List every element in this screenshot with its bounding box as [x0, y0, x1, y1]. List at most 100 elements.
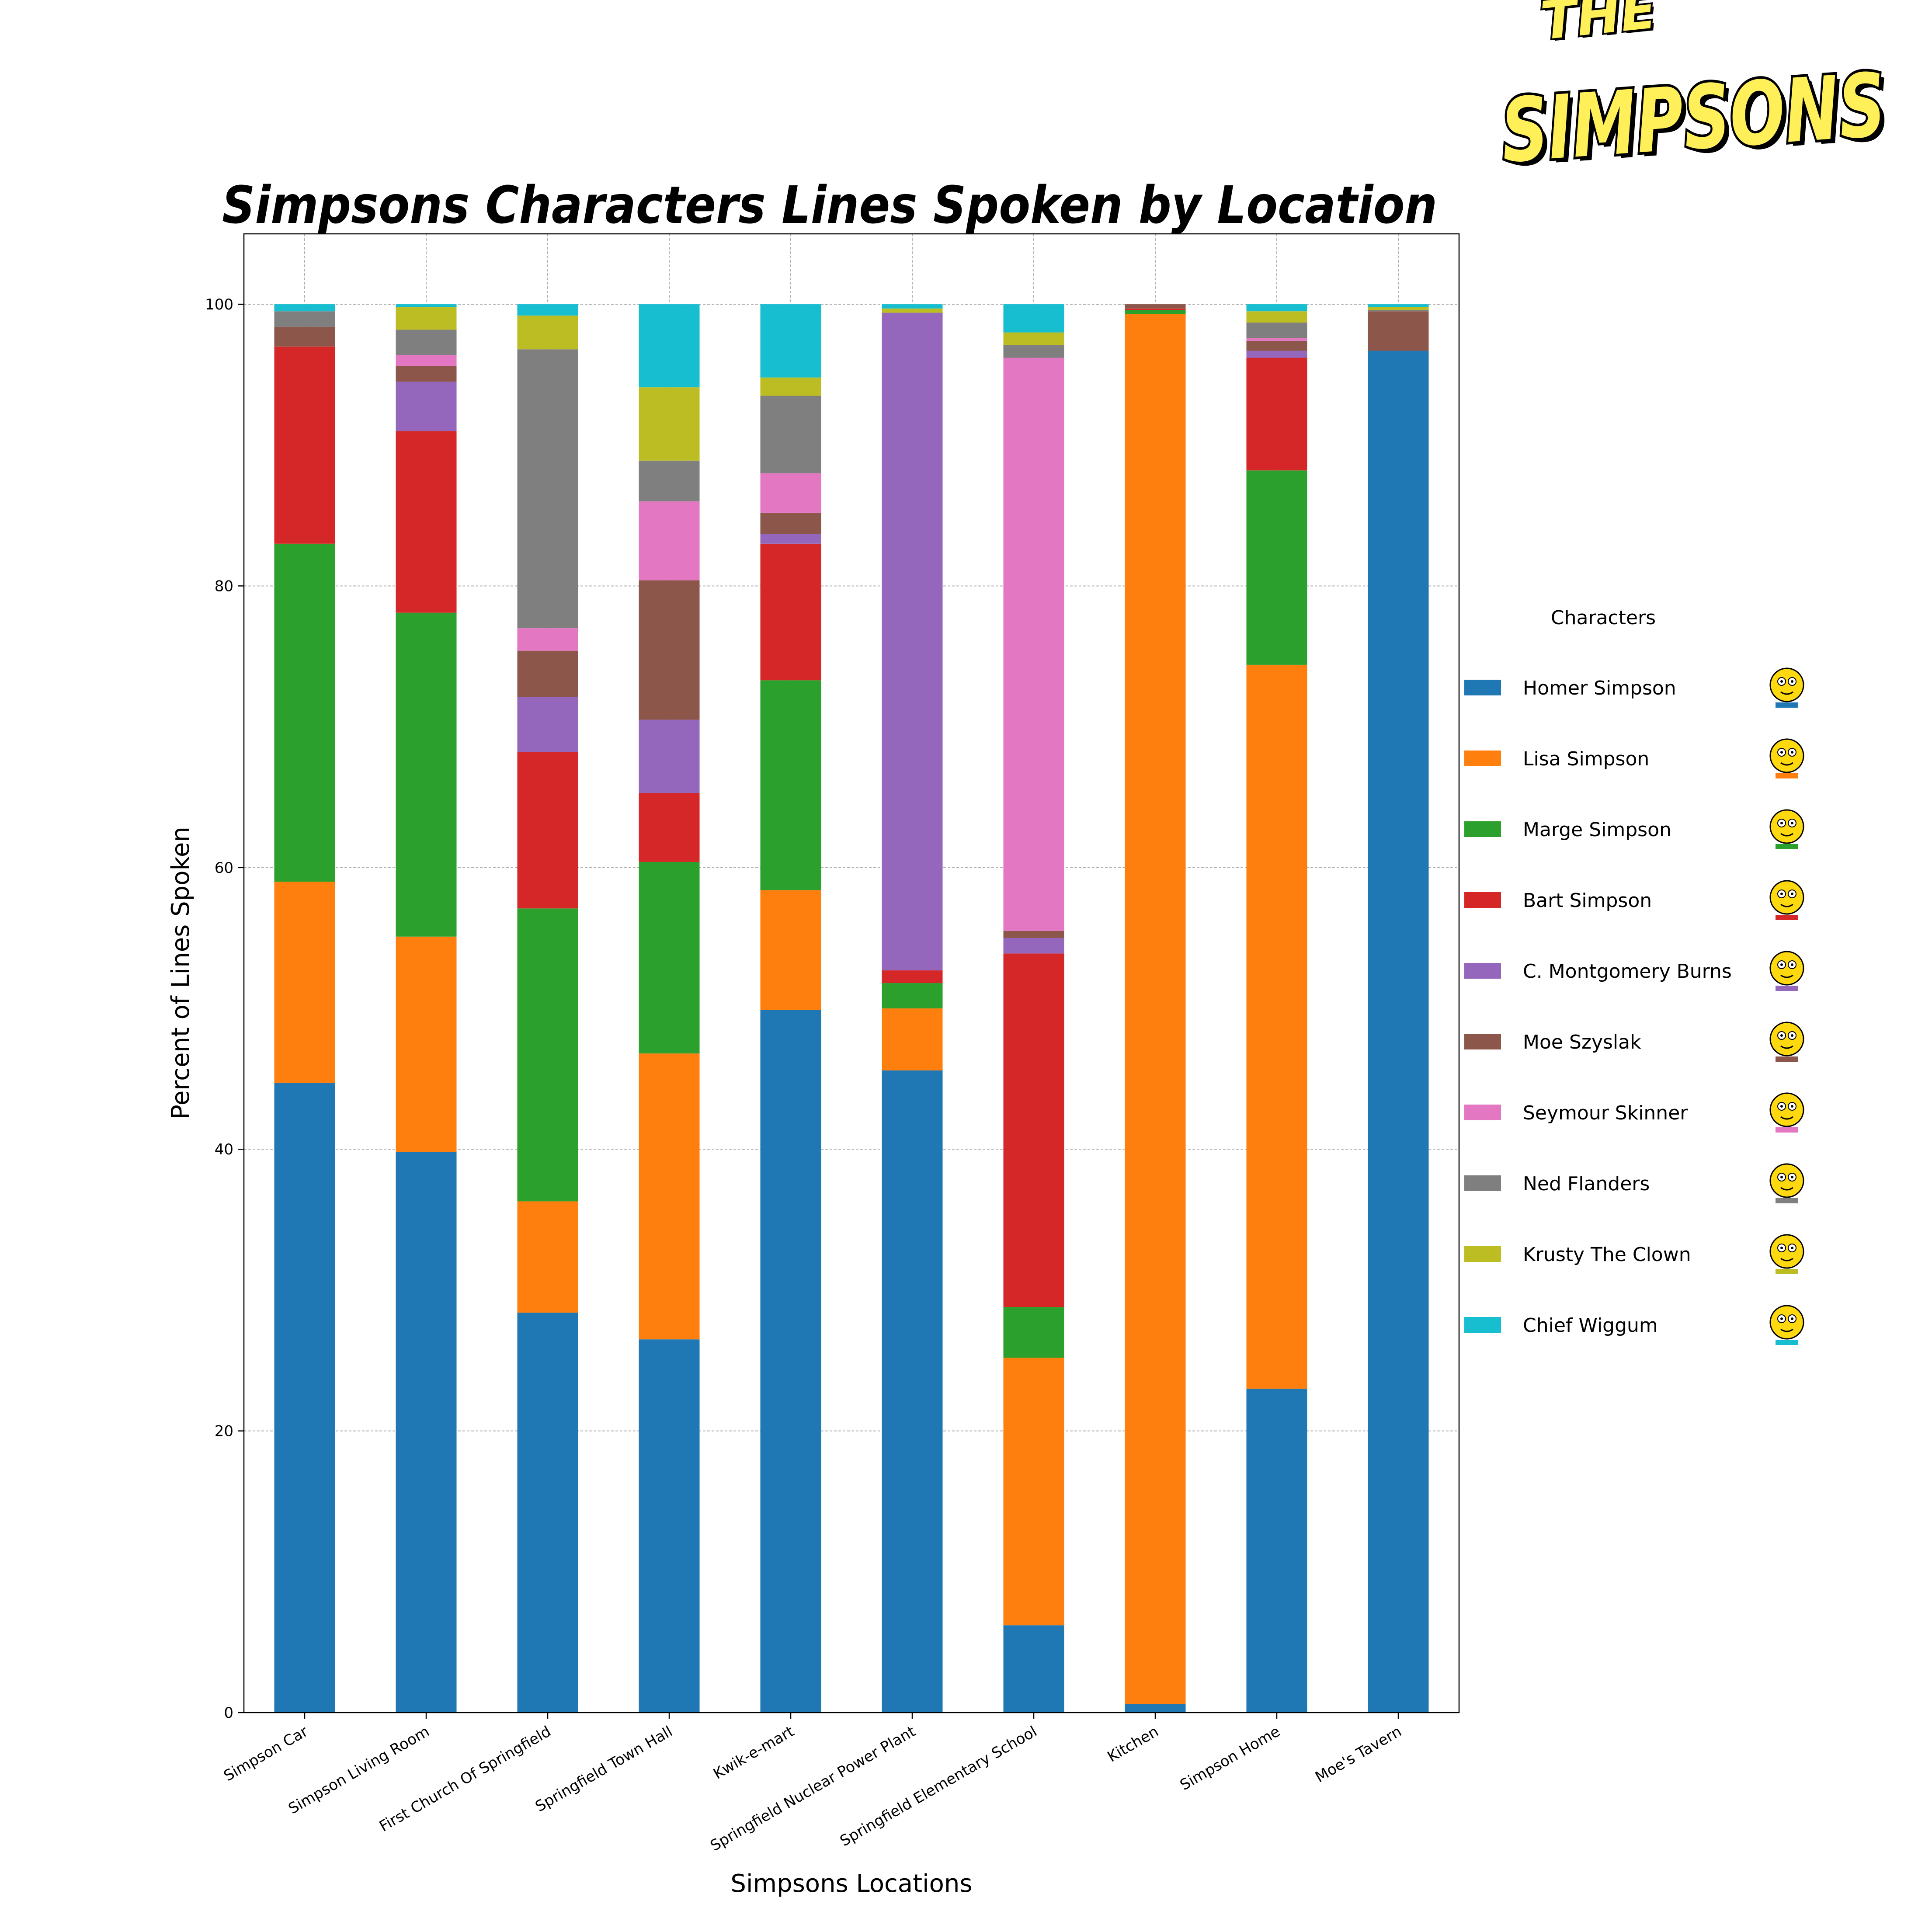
legend-label: Krusty The Clown [1523, 1244, 1691, 1266]
bar-segment [760, 512, 821, 534]
bar-segment [1003, 304, 1064, 333]
bar-segment [1368, 304, 1429, 307]
bar-segment [760, 890, 821, 1010]
bar-segment [1246, 1388, 1307, 1713]
bar-segment [1003, 1307, 1064, 1358]
bar-segment [1003, 332, 1064, 345]
legend-swatch [1464, 892, 1501, 908]
legend-item: C. Montgomery Burns [1464, 951, 1804, 991]
legend-item: Ned Flanders [1464, 1163, 1804, 1203]
bar-segment [274, 327, 335, 347]
y-tick-label: 40 [215, 1141, 233, 1158]
legend-label: Moe Szyslak [1523, 1031, 1641, 1053]
legend-swatch [1464, 680, 1501, 695]
bar-segment [639, 387, 700, 461]
legend-item: Moe Szyslak [1464, 1022, 1804, 1062]
bar-segment [1003, 1625, 1064, 1713]
chart-bars [274, 304, 1429, 1713]
bar-segment [882, 313, 943, 971]
legend-item: Marge Simpson [1464, 809, 1804, 849]
bar-segment [274, 346, 335, 544]
legend-swatch [1464, 1246, 1501, 1262]
chart-title: Simpsons Characters Lines Spoken by Loca… [222, 175, 1437, 235]
legend-label: Marge Simpson [1523, 819, 1671, 841]
legend-item: Chief Wiggum [1464, 1305, 1804, 1345]
y-tick-label: 0 [224, 1704, 233, 1722]
y-axis: 0 20 40 60 80 100 [205, 296, 244, 1722]
bar-segment [517, 628, 578, 651]
mr-burns-icon [1769, 951, 1804, 991]
bar-segment [274, 1083, 335, 1713]
y-tick-label: 80 [215, 577, 233, 595]
bar-segment [760, 473, 821, 513]
x-axis-label: Simpsons Locations [730, 1869, 972, 1898]
legend-label: Ned Flanders [1523, 1173, 1650, 1195]
bar-segment [639, 460, 700, 502]
plot-border [243, 233, 1460, 1713]
moe-szyslak-icon [1769, 1022, 1804, 1062]
legend-item: Lisa Simpson [1464, 738, 1804, 778]
bar-segment [1125, 314, 1186, 1704]
bar-segment [882, 1008, 943, 1070]
legend-swatch [1464, 821, 1501, 837]
bar-segment [639, 580, 700, 720]
bar-segment [760, 396, 821, 473]
legend-label: Chief Wiggum [1523, 1314, 1658, 1337]
bar-segment [274, 311, 335, 327]
bar-segment [517, 752, 578, 909]
bar-segment [517, 304, 578, 316]
bar-segment [882, 308, 943, 313]
y-tick-label: 20 [215, 1423, 233, 1440]
bar-segment [517, 315, 578, 350]
legend-item: Homer Simpson [1464, 667, 1804, 708]
bar-segment [396, 307, 457, 330]
legend-label: Seymour Skinner [1523, 1102, 1688, 1124]
bar-segment [517, 1312, 578, 1713]
bar-segment [760, 543, 821, 681]
bar-segment [882, 983, 943, 1009]
legend-swatch [1464, 1105, 1501, 1120]
bar-segment [1003, 358, 1064, 931]
bar-segment [1246, 351, 1307, 358]
legend: Characters Homer Simpson Lisa Simpson Marg… [1464, 607, 1804, 1345]
homer-simpson-icon [1769, 667, 1804, 708]
bar-segment [1003, 345, 1064, 358]
bar-segment [1125, 309, 1186, 314]
bar-segment [274, 543, 335, 882]
bar-segment [396, 304, 457, 307]
bar-segment [639, 793, 700, 862]
legend-label: Bart Simpson [1523, 890, 1652, 912]
legend-title: Characters [1551, 607, 1656, 629]
bar-segment [639, 1339, 700, 1713]
bar-segment [760, 304, 821, 378]
legend-label: Lisa Simpson [1523, 748, 1649, 770]
bar-segment [396, 330, 457, 355]
bar-segment [517, 650, 578, 698]
legend-item: Seymour Skinner [1464, 1092, 1804, 1133]
chief-wiggum-icon [1769, 1305, 1804, 1345]
bar-segment [517, 1201, 578, 1313]
bar-segment [1246, 341, 1307, 351]
bar-segment [1003, 953, 1064, 1307]
bar-segment [1368, 351, 1429, 1713]
bar-segment [1246, 664, 1307, 1389]
legend-swatch [1464, 963, 1501, 979]
krusty-the-clown-icon [1769, 1234, 1804, 1274]
bar-segment [1003, 1358, 1064, 1626]
bar-segment [639, 862, 700, 1054]
y-axis-label: Percent of Lines Spoken [167, 827, 195, 1119]
bar-segment [396, 382, 457, 431]
legend-label: Homer Simpson [1523, 677, 1676, 699]
bar-segment [517, 697, 578, 752]
legend-swatch [1464, 1175, 1501, 1191]
bar-segment [639, 501, 700, 580]
bar-segment [396, 355, 457, 366]
bar-segment [1125, 308, 1186, 310]
bar-segment [1003, 938, 1064, 954]
bar-segment [1368, 309, 1429, 312]
bar-segment [882, 970, 943, 983]
bar-segment [274, 304, 335, 312]
bar-segment [1003, 931, 1064, 938]
bar-segment [639, 1053, 700, 1340]
